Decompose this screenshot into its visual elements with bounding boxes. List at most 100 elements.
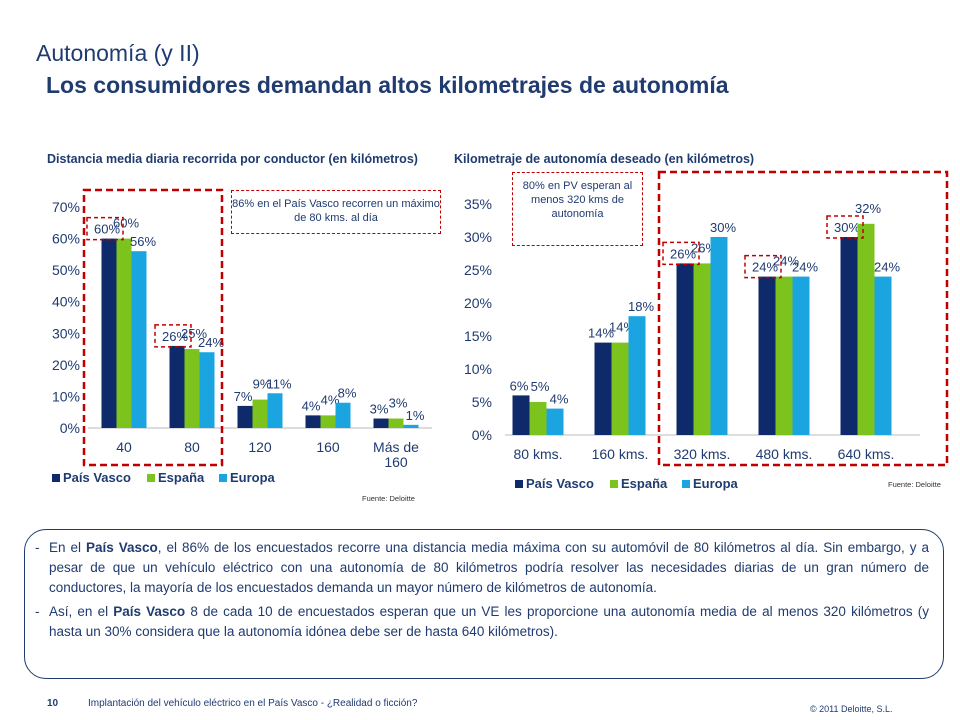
bar bbox=[101, 238, 117, 428]
data-label: 1% bbox=[406, 408, 425, 423]
y-tick-label: 10% bbox=[52, 388, 80, 404]
data-label: 8% bbox=[338, 386, 357, 401]
legend-swatch bbox=[219, 474, 227, 482]
bar bbox=[857, 223, 875, 435]
y-tick-label: 20% bbox=[52, 357, 80, 373]
data-label: 24% bbox=[792, 260, 818, 275]
data-label: 30% bbox=[710, 220, 736, 235]
bar bbox=[710, 237, 728, 435]
category-label: Más de bbox=[373, 439, 419, 455]
highlight-box bbox=[662, 241, 700, 266]
category-label: 640 kms. bbox=[838, 446, 895, 462]
paragraph-bold: País Vasco bbox=[85, 540, 158, 555]
y-tick-label: 0% bbox=[60, 420, 80, 436]
bar bbox=[874, 276, 892, 435]
bar bbox=[335, 402, 351, 428]
summary-box: - En el País Vasco, el 86% de los encuest… bbox=[24, 529, 944, 679]
y-tick-label: 70% bbox=[52, 199, 80, 215]
bar bbox=[237, 405, 253, 428]
legend-swatch bbox=[52, 474, 60, 482]
category-label: 80 kms. bbox=[513, 446, 562, 462]
bar bbox=[840, 237, 858, 435]
category-label: 160 bbox=[316, 439, 340, 455]
data-label: 26% bbox=[162, 329, 188, 344]
legend-label: País Vasco bbox=[526, 476, 594, 491]
legend-swatch bbox=[682, 480, 690, 488]
y-tick-label: 10% bbox=[464, 361, 492, 377]
data-label: 30% bbox=[834, 220, 860, 235]
highlight-frame bbox=[657, 170, 949, 467]
y-tick-label: 30% bbox=[52, 325, 80, 341]
data-label: 7% bbox=[234, 389, 253, 404]
legend-label: Europa bbox=[230, 470, 276, 485]
bar bbox=[594, 342, 612, 435]
bar bbox=[131, 251, 147, 428]
data-label: 32% bbox=[855, 201, 881, 216]
footer-text: Implantación del vehículo eléctrico en e… bbox=[88, 698, 418, 709]
chart2-source: Fuente: Deloitte bbox=[888, 480, 941, 489]
data-label: 24% bbox=[752, 260, 778, 275]
y-tick-label: 25% bbox=[464, 262, 492, 278]
data-label: 14% bbox=[609, 320, 635, 335]
y-tick-label: 35% bbox=[464, 196, 492, 212]
paragraph-text: , el 86% de los encuestados recorre una … bbox=[49, 540, 929, 595]
page-title: Autonomía (y II) bbox=[36, 40, 200, 66]
data-label: 5% bbox=[531, 379, 550, 394]
bar bbox=[512, 395, 530, 435]
category-label: 40 bbox=[116, 439, 132, 455]
chart1-source: Fuente: Deloitte bbox=[362, 494, 415, 503]
paragraph-bold: País Vasco bbox=[113, 604, 186, 619]
bar bbox=[611, 342, 629, 435]
highlight-box bbox=[826, 215, 864, 239]
legend-swatch bbox=[515, 480, 523, 488]
bar bbox=[169, 345, 185, 428]
data-label: 6% bbox=[510, 378, 529, 393]
bar bbox=[116, 238, 132, 428]
data-label: 25% bbox=[181, 326, 207, 341]
bar bbox=[320, 415, 336, 428]
bar bbox=[305, 415, 321, 428]
y-tick-label: 15% bbox=[464, 328, 492, 344]
page-number: 10 bbox=[47, 698, 59, 709]
chart1-callout: 86% en el País Vasco recorren un máximo … bbox=[231, 190, 441, 234]
bar bbox=[388, 418, 404, 428]
data-label: 26% bbox=[670, 246, 696, 261]
legend-label: España bbox=[621, 476, 668, 491]
data-label: 60% bbox=[94, 222, 120, 237]
data-label: 4% bbox=[302, 398, 321, 413]
chart1-title: Distancia media diaria recorrida por con… bbox=[47, 152, 418, 166]
highlight-box bbox=[744, 254, 782, 279]
page-subtitle: Los consumidores demandan altos kilometr… bbox=[46, 72, 729, 98]
legend-swatch bbox=[147, 474, 155, 482]
bar bbox=[676, 263, 694, 435]
paragraph-text: En el bbox=[49, 540, 86, 555]
data-label: 24% bbox=[773, 254, 799, 269]
chart2-callout: 80% en PV esperan al menos 320 kms de au… bbox=[512, 172, 643, 246]
bar bbox=[775, 276, 793, 435]
category-label: 80 bbox=[184, 439, 200, 455]
summary-paragraph-2: - Así, en el País Vasco 8 de cada 10 de e… bbox=[35, 602, 929, 642]
bar bbox=[184, 349, 200, 428]
data-label: 60% bbox=[113, 216, 139, 231]
highlight-frame bbox=[82, 188, 224, 467]
data-label: 9% bbox=[253, 377, 272, 392]
category-label: 120 bbox=[248, 439, 272, 455]
data-label: 4% bbox=[550, 392, 569, 407]
category-label: 320 kms. bbox=[674, 446, 731, 462]
chart-1: 0%10%20%30%40%50%60%70%60%60%56%4026%25%… bbox=[52, 188, 432, 485]
category-label: 160 bbox=[384, 454, 408, 470]
data-label: 24% bbox=[874, 260, 900, 275]
bar bbox=[546, 408, 564, 435]
data-label: 11% bbox=[266, 376, 291, 391]
paragraph-text: 8 de cada 10 de encuestados esperan que … bbox=[49, 604, 929, 639]
data-label: 24% bbox=[198, 335, 224, 350]
data-label: 56% bbox=[130, 234, 156, 249]
legend-label: País Vasco bbox=[63, 470, 131, 485]
y-tick-label: 5% bbox=[472, 394, 492, 410]
bar bbox=[267, 393, 283, 428]
bar bbox=[628, 316, 646, 435]
bullet-dash: - bbox=[35, 604, 40, 619]
copyright: © 2011 Deloitte, S.L. bbox=[810, 704, 893, 714]
y-tick-label: 60% bbox=[52, 231, 80, 247]
bar bbox=[792, 276, 810, 435]
